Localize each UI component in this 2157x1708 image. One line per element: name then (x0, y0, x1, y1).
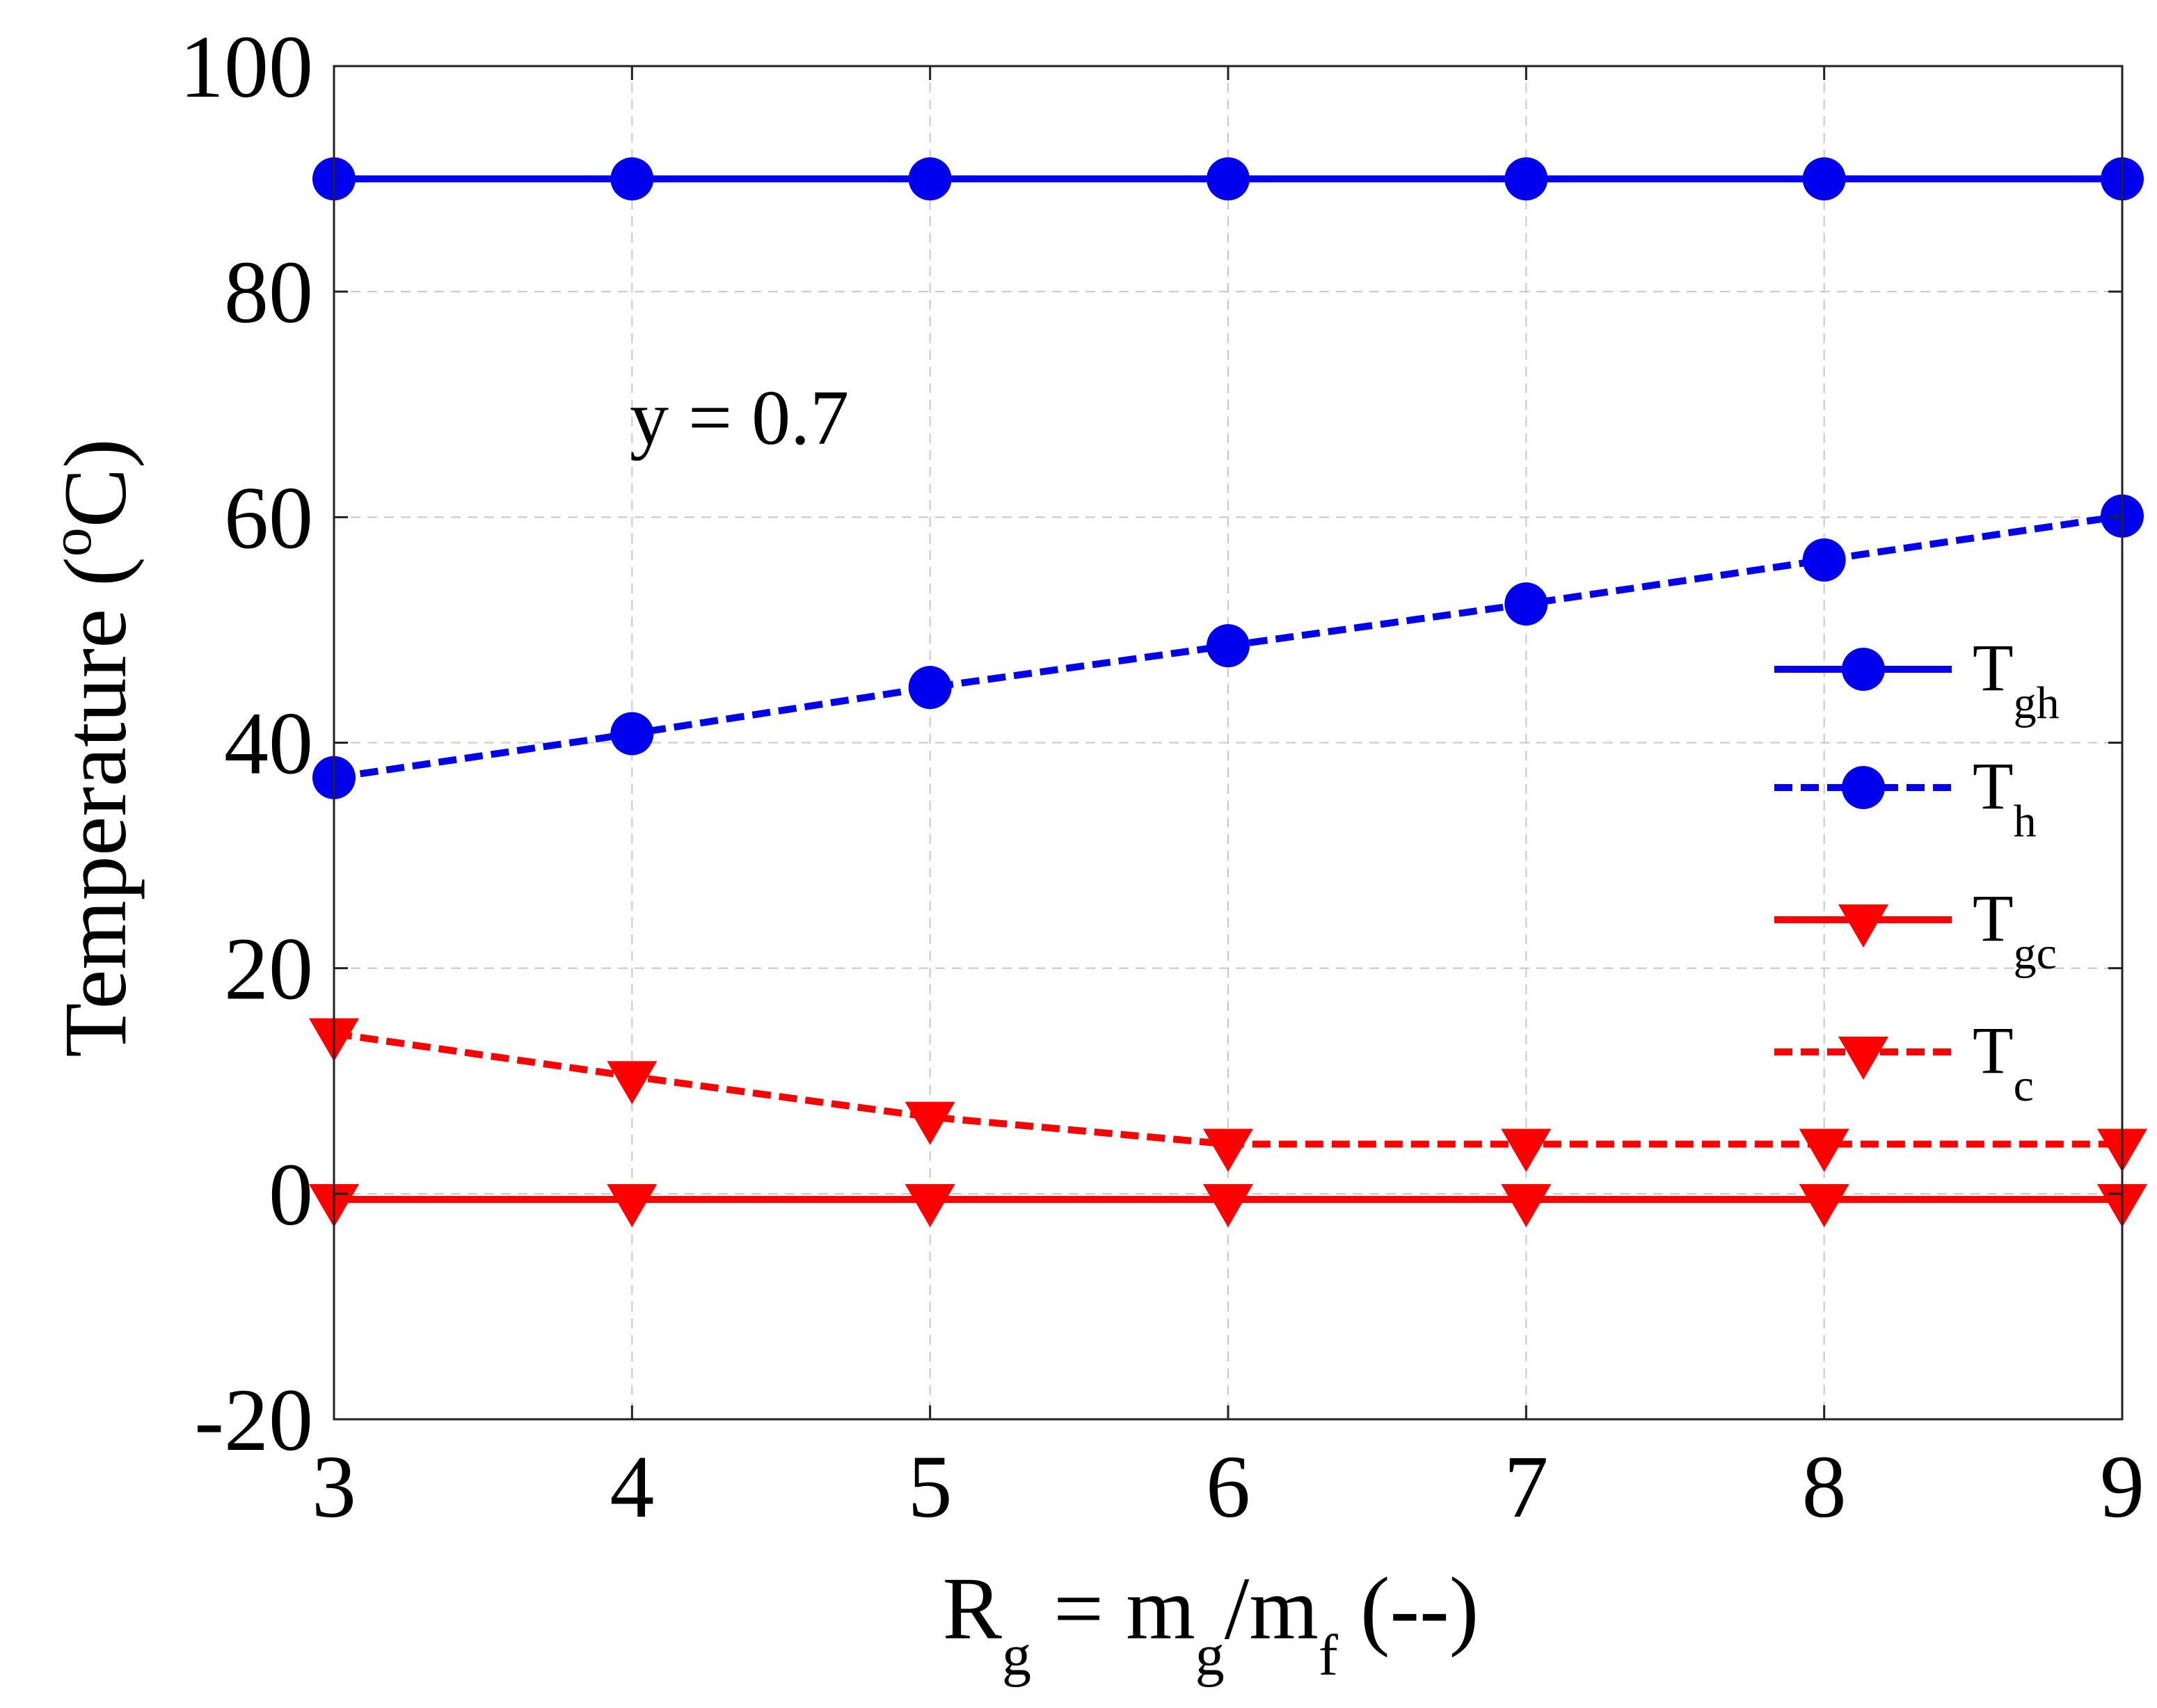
x-tick-label: 8 (1802, 1437, 1847, 1536)
y-axis-label: Temperature (oC) (39, 438, 145, 1057)
x-tick-label: 7 (1504, 1437, 1548, 1536)
y-label-main: Temperature ( (46, 557, 145, 1057)
data-point-c (1799, 1128, 1849, 1172)
legend-marker-gc (1838, 904, 1888, 948)
x-axis-label: Rg = mg/mf (--) (943, 1559, 1479, 1688)
x-label-mid: = m (1031, 1559, 1195, 1658)
x-label-sub1: g (1002, 1623, 1031, 1688)
legend: Tgh Th Tgc Tc (1774, 630, 2060, 1111)
x-label-sub2: g (1195, 1623, 1225, 1688)
series-c (309, 1018, 2147, 1172)
data-point-gc (1799, 1183, 1849, 1227)
y-label-tail: C) (46, 438, 145, 527)
x-tick-label: 4 (610, 1437, 654, 1536)
x-tick-label: 5 (908, 1437, 953, 1536)
x-tick-label: 6 (1206, 1437, 1250, 1536)
y-tick-label: 60 (224, 468, 313, 567)
y-tick-label: 100 (180, 17, 313, 116)
y-label-sup: o (39, 527, 104, 557)
y-tick-label: 20 (224, 920, 313, 1019)
tick-marks (333, 65, 2124, 1421)
data-point-gc (607, 1183, 658, 1227)
legend-label-h: Th (1973, 749, 2037, 847)
x-tick-label: 3 (312, 1437, 356, 1536)
tick-labels: 3 4 5 6 7 8 9 -20 0 20 40 60 80 100 (180, 17, 2144, 1536)
legend-label-gc: Tgc (1973, 881, 2057, 979)
y-tick-label: 0 (269, 1145, 313, 1244)
legend-marker-h (1842, 766, 1885, 809)
data-point-gh (1802, 157, 1846, 201)
data-point-h (1504, 582, 1548, 626)
data-point-c (905, 1101, 955, 1145)
legend-label-gh: Tgh (1973, 630, 2060, 728)
y-tick-label: 80 (224, 243, 313, 342)
data-point-gh (610, 157, 654, 201)
legend-marker-c (1838, 1037, 1888, 1080)
x-label-mid2: /m (1225, 1559, 1319, 1658)
data-point-gh (1504, 157, 1548, 201)
y-tick-label: 40 (224, 694, 313, 793)
data-point-gc (1203, 1183, 1253, 1227)
data-point-gc (1501, 1183, 1552, 1227)
data-point-c (1203, 1128, 1253, 1172)
data-point-h (908, 666, 952, 710)
data-point-c (1501, 1128, 1552, 1172)
data-point-h (1802, 538, 1846, 582)
x-label-main: R (943, 1559, 1003, 1658)
x-tick-label: 9 (2100, 1437, 2144, 1536)
legend-entry-gc: Tgc (1774, 881, 2057, 979)
series-gc (309, 1183, 2147, 1227)
legend-entry-gh: Tgh (1774, 630, 2060, 728)
data-point-h (1207, 624, 1250, 668)
legend-entry-h: Th (1774, 749, 2037, 847)
series-h (312, 494, 2144, 799)
data-point-gh (908, 157, 952, 201)
y-tick-label: -20 (194, 1371, 313, 1469)
legend-entry-c: Tc (1774, 1013, 2034, 1111)
x-label-tail: (--) (1338, 1559, 1479, 1658)
data-point-c (607, 1061, 658, 1105)
x-label-sub3: f (1319, 1623, 1338, 1688)
data-point-gc (905, 1183, 955, 1227)
data-point-h (610, 712, 654, 756)
legend-label-c: Tc (1973, 1013, 2034, 1111)
legend-marker-gh (1842, 648, 1885, 691)
data-point-gh (1207, 157, 1250, 201)
annotation-text: y = 0.7 (630, 375, 849, 461)
